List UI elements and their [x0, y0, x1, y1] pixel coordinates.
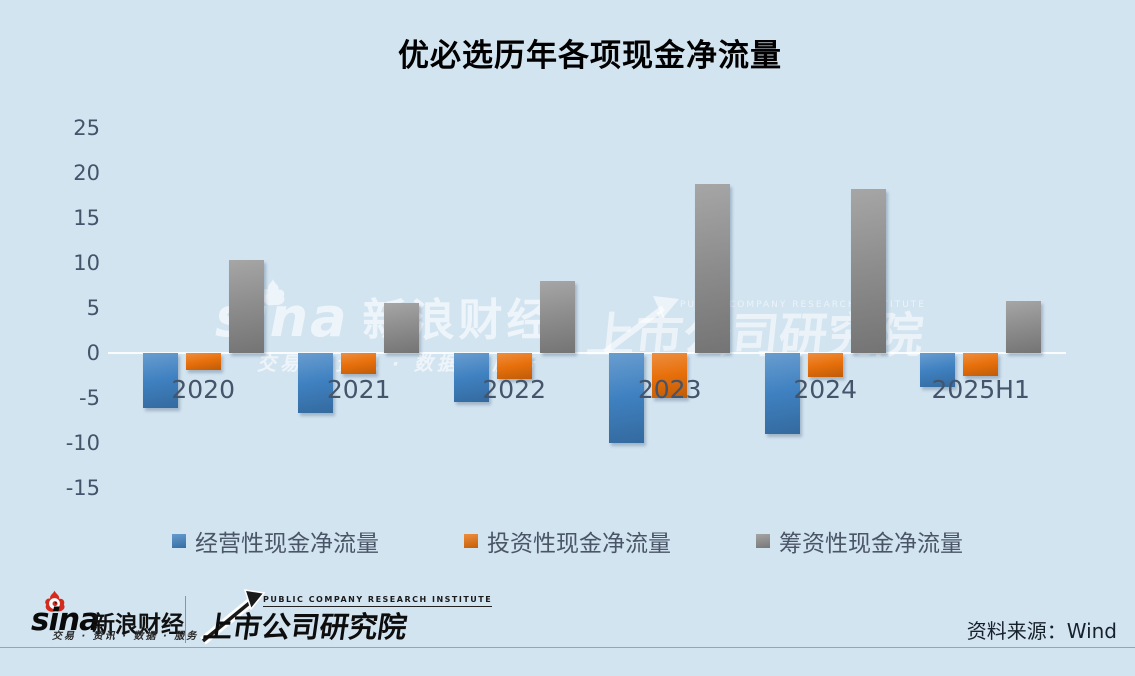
bar-经营性现金净流量-2021: [298, 353, 334, 414]
bar-筹资性现金净流量-2023: [695, 183, 731, 353]
y-axis-tick-label: 10: [73, 251, 100, 275]
legend-swatch: [464, 534, 478, 548]
legend-swatch: [756, 534, 770, 548]
footer: sina 新浪财经 交易 · 资讯 · 数据 · 服务 PUBLIC COMPA…: [0, 585, 1135, 676]
bar-投资性现金净流量-2020: [185, 353, 221, 371]
footer-divider: [185, 596, 186, 643]
x-axis-label-2021: 2021: [326, 375, 391, 404]
sina-flame-watermark-icon: [262, 279, 285, 306]
bar-投资性现金净流量-2024: [807, 353, 843, 378]
y-axis-tick-label: -15: [65, 476, 100, 500]
bar-经营性现金净流量-2022: [453, 353, 489, 402]
y-axis-tick-label: 15: [73, 206, 100, 230]
legend: 经营性现金净流量 投资性现金净流量 筹资性现金净流量: [0, 524, 1135, 558]
sina-wordmark: sina: [31, 602, 100, 638]
bar-投资性现金净流量-2025H1: [963, 353, 999, 377]
pcri-arrow-icon: [200, 589, 266, 645]
sina-finance-cn: 新浪财经: [92, 612, 184, 638]
y-axis-tick-label: 0: [86, 341, 100, 365]
bar-经营性现金净流量-2025H1: [920, 353, 956, 388]
legend-label: 经营性现金净流量: [195, 531, 379, 557]
y-axis-tick-label: 25: [73, 116, 100, 140]
plot-area: sina 新浪财经 交易 · 资讯 · 数据 · 服务 PUBLIC COMPA…: [65, 116, 1066, 500]
sina-eye-icon: [45, 590, 65, 612]
bar-筹资性现金净流量-2021: [384, 302, 420, 353]
zero-axis-line: [108, 352, 1066, 354]
y-axis-tick-label: 20: [73, 161, 100, 185]
bar-经营性现金净流量-2024: [764, 353, 800, 434]
legend-item-投资性现金净流量: 投资性现金净流量: [464, 524, 671, 558]
y-axis-tick-label: 5: [86, 296, 100, 320]
sina-tagline: 交易 · 资讯 · 数据 · 服务: [52, 631, 199, 642]
x-axis-label-2023: 2023: [637, 375, 702, 404]
bar-经营性现金净流量-2020: [142, 353, 178, 408]
x-axis-label-2025H1: 2025H1: [931, 375, 1030, 404]
y-axis-tick-label: -10: [65, 431, 100, 455]
legend-item-筹资性现金净流量: 筹资性现金净流量: [756, 524, 963, 558]
pcri-arrow-watermark-icon: [603, 296, 679, 355]
bar-投资性现金净流量-2022: [496, 353, 532, 380]
legend-label: 投资性现金净流量: [487, 531, 671, 557]
legend-swatch: [172, 534, 186, 548]
x-axis-label-2022: 2022: [482, 375, 546, 404]
x-axis-label-2024: 2024: [793, 375, 857, 404]
pcri-en-label: PUBLIC COMPANY RESEARCH INSTITUTE: [263, 595, 493, 607]
bar-投资性现金净流量-2023: [652, 353, 688, 398]
footer-rule: [0, 647, 1135, 648]
pcri-en-watermark: PUBLIC COMPANY RESEARCH INSTITUTE: [680, 300, 926, 310]
legend-label: 筹资性现金净流量: [779, 531, 963, 557]
bar-筹资性现金净流量-2025H1: [1006, 300, 1042, 353]
x-axis-label-2020: 2020: [171, 375, 235, 404]
legend-item-经营性现金净流量: 经营性现金净流量: [172, 524, 379, 558]
pcri-watermark: PUBLIC COMPANY RESEARCH INSTITUTE 上市公司研究…: [584, 296, 926, 364]
bar-筹资性现金净流量-2024: [850, 189, 886, 353]
bar-投资性现金净流量-2021: [341, 353, 377, 374]
bar-筹资性现金净流量-2020: [228, 260, 264, 353]
bar-筹资性现金净流量-2022: [539, 281, 575, 353]
data-source: 资料来源：Wind: [966, 619, 1117, 643]
pcri-cn-logo: 上市公司研究院: [201, 610, 410, 644]
chart-title: 优必选历年各项现金净流量: [398, 38, 782, 74]
bar-经营性现金净流量-2023: [609, 353, 645, 443]
y-axis-tick-label: -5: [79, 386, 100, 410]
